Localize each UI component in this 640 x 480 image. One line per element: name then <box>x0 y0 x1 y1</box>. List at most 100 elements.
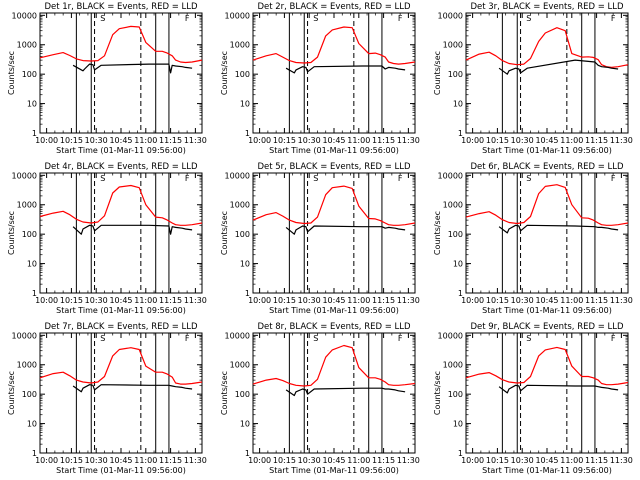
series-line-lld <box>252 344 416 387</box>
plot-frame <box>39 332 203 454</box>
x-tick-label: 11:15 <box>585 296 608 305</box>
series-line-events <box>498 224 619 234</box>
x-tick-label: 10:45 <box>535 136 558 145</box>
marker-s-label: S <box>100 14 105 23</box>
x-tick-label: 10:15 <box>486 456 509 465</box>
marker-f-label: F <box>398 334 403 343</box>
x-tick-label: 11:15 <box>159 296 182 305</box>
series-line-lld <box>39 347 203 385</box>
series-line-events <box>498 384 619 394</box>
y-tick-label: 100 <box>235 230 250 239</box>
y-tick-label: 10000 <box>225 331 250 340</box>
y-tick-label: 10 <box>453 420 463 429</box>
y-tick-label: 100 <box>22 390 37 399</box>
plot-frame <box>465 332 629 454</box>
y-axis-label: Counts/sec <box>220 371 229 415</box>
series-line-events <box>285 387 406 397</box>
x-tick-label: 11:15 <box>372 456 395 465</box>
y-tick-label: 100 <box>22 230 37 239</box>
x-tick-label: 11:30 <box>397 136 420 145</box>
series-line-lld <box>465 27 629 69</box>
y-tick-label: 10 <box>27 100 37 109</box>
x-axis-label: Start Time (01-Mar-11 09:56:00) <box>56 306 186 315</box>
marker-s-label: S <box>313 174 318 183</box>
x-tick-label: 10:45 <box>322 456 345 465</box>
plot-frame <box>252 172 416 294</box>
x-tick-label: 10:00 <box>35 456 58 465</box>
x-tick-label: 11:30 <box>397 296 420 305</box>
x-axis-label: Start Time (01-Mar-11 09:56:00) <box>269 466 399 475</box>
x-tick-label: 10:15 <box>60 296 83 305</box>
panel-det-9: Det 9r, BLACK = Events, RED = LLD 1 10 100 1… <box>433 322 633 475</box>
panel-title: Det 6r, BLACK = Events, RED = LLD <box>470 162 624 172</box>
x-axis-label: Start Time (01-Mar-11 09:56:00) <box>269 146 399 155</box>
series-line-lld <box>39 184 203 226</box>
x-tick-label: 10:15 <box>486 296 509 305</box>
x-tick-label: 11:30 <box>184 456 207 465</box>
x-axis-label: Start Time (01-Mar-11 09:56:00) <box>482 146 612 155</box>
plot-frame <box>252 332 416 454</box>
marker-f-label: F <box>185 14 190 23</box>
x-tick-label: 10:00 <box>248 456 271 465</box>
plot-frame <box>252 12 416 134</box>
x-tick-label: 11:00 <box>347 456 370 465</box>
series-line-events <box>72 63 193 74</box>
y-tick-label: 1 <box>245 129 250 138</box>
y-tick-label: 1000 <box>17 201 37 210</box>
series-line-lld <box>465 184 629 226</box>
series-line-events <box>285 225 406 235</box>
y-axis-label: Counts/sec <box>433 211 442 255</box>
x-tick-label: 11:15 <box>159 456 182 465</box>
panel-det-4: Det 4r, BLACK = Events, RED = LLD 1 10 100 1… <box>7 162 207 315</box>
plot-frame <box>39 12 203 134</box>
y-tick-label: 10 <box>240 260 250 269</box>
x-tick-label: 11:00 <box>347 136 370 145</box>
series-line-lld <box>252 185 416 226</box>
x-tick-label: 11:00 <box>347 296 370 305</box>
y-tick-label: 1000 <box>17 361 37 370</box>
x-axis-label: Start Time (01-Mar-11 09:56:00) <box>269 306 399 315</box>
x-tick-label: 11:15 <box>372 296 395 305</box>
series-line-lld <box>39 25 203 64</box>
marker-f-label: F <box>398 14 403 23</box>
x-tick-label: 10:45 <box>535 456 558 465</box>
series-line-events <box>285 65 406 74</box>
marker-s-label: S <box>313 334 318 343</box>
marker-f-label: F <box>185 334 190 343</box>
series-line-events <box>72 224 193 235</box>
panel-det-7: Det 7r, BLACK = Events, RED = LLD 1 10 100 1… <box>7 322 207 475</box>
y-tick-label: 1 <box>245 449 250 458</box>
x-tick-label: 10:30 <box>85 296 108 305</box>
x-tick-label: 11:30 <box>184 296 207 305</box>
x-tick-label: 10:30 <box>85 456 108 465</box>
y-tick-label: 10 <box>453 260 463 269</box>
x-tick-label: 10:30 <box>298 296 321 305</box>
y-tick-label: 100 <box>448 390 463 399</box>
x-tick-label: 10:15 <box>60 456 83 465</box>
marker-f-label: F <box>611 174 616 183</box>
panel-det-6: Det 6r, BLACK = Events, RED = LLD 1 10 100 1… <box>433 162 633 315</box>
x-axis-label: Start Time (01-Mar-11 09:56:00) <box>482 466 612 475</box>
x-tick-label: 10:15 <box>486 136 509 145</box>
y-tick-label: 1000 <box>17 41 37 50</box>
y-tick-label: 10 <box>240 420 250 429</box>
y-axis-label: Counts/sec <box>7 211 16 255</box>
x-tick-label: 10:00 <box>461 296 484 305</box>
x-tick-label: 11:00 <box>560 456 583 465</box>
y-tick-label: 1000 <box>230 361 250 370</box>
x-tick-label: 10:30 <box>511 296 534 305</box>
x-tick-label: 10:45 <box>322 136 345 145</box>
marker-s-label: S <box>526 174 531 183</box>
y-tick-label: 1000 <box>230 41 250 50</box>
panel-det-3: Det 3r, BLACK = Events, RED = LLD 1 10 100 1… <box>433 2 633 155</box>
marker-f-label: F <box>398 174 403 183</box>
marker-f-label: F <box>611 14 616 23</box>
y-tick-label: 1 <box>458 449 463 458</box>
plot-frame <box>465 172 629 294</box>
y-tick-label: 100 <box>235 70 250 79</box>
y-tick-label: 10 <box>240 100 250 109</box>
x-tick-label: 10:45 <box>109 456 132 465</box>
series-line-lld <box>252 26 416 65</box>
y-tick-label: 1000 <box>443 361 463 370</box>
panel-title: Det 3r, BLACK = Events, RED = LLD <box>470 2 624 12</box>
